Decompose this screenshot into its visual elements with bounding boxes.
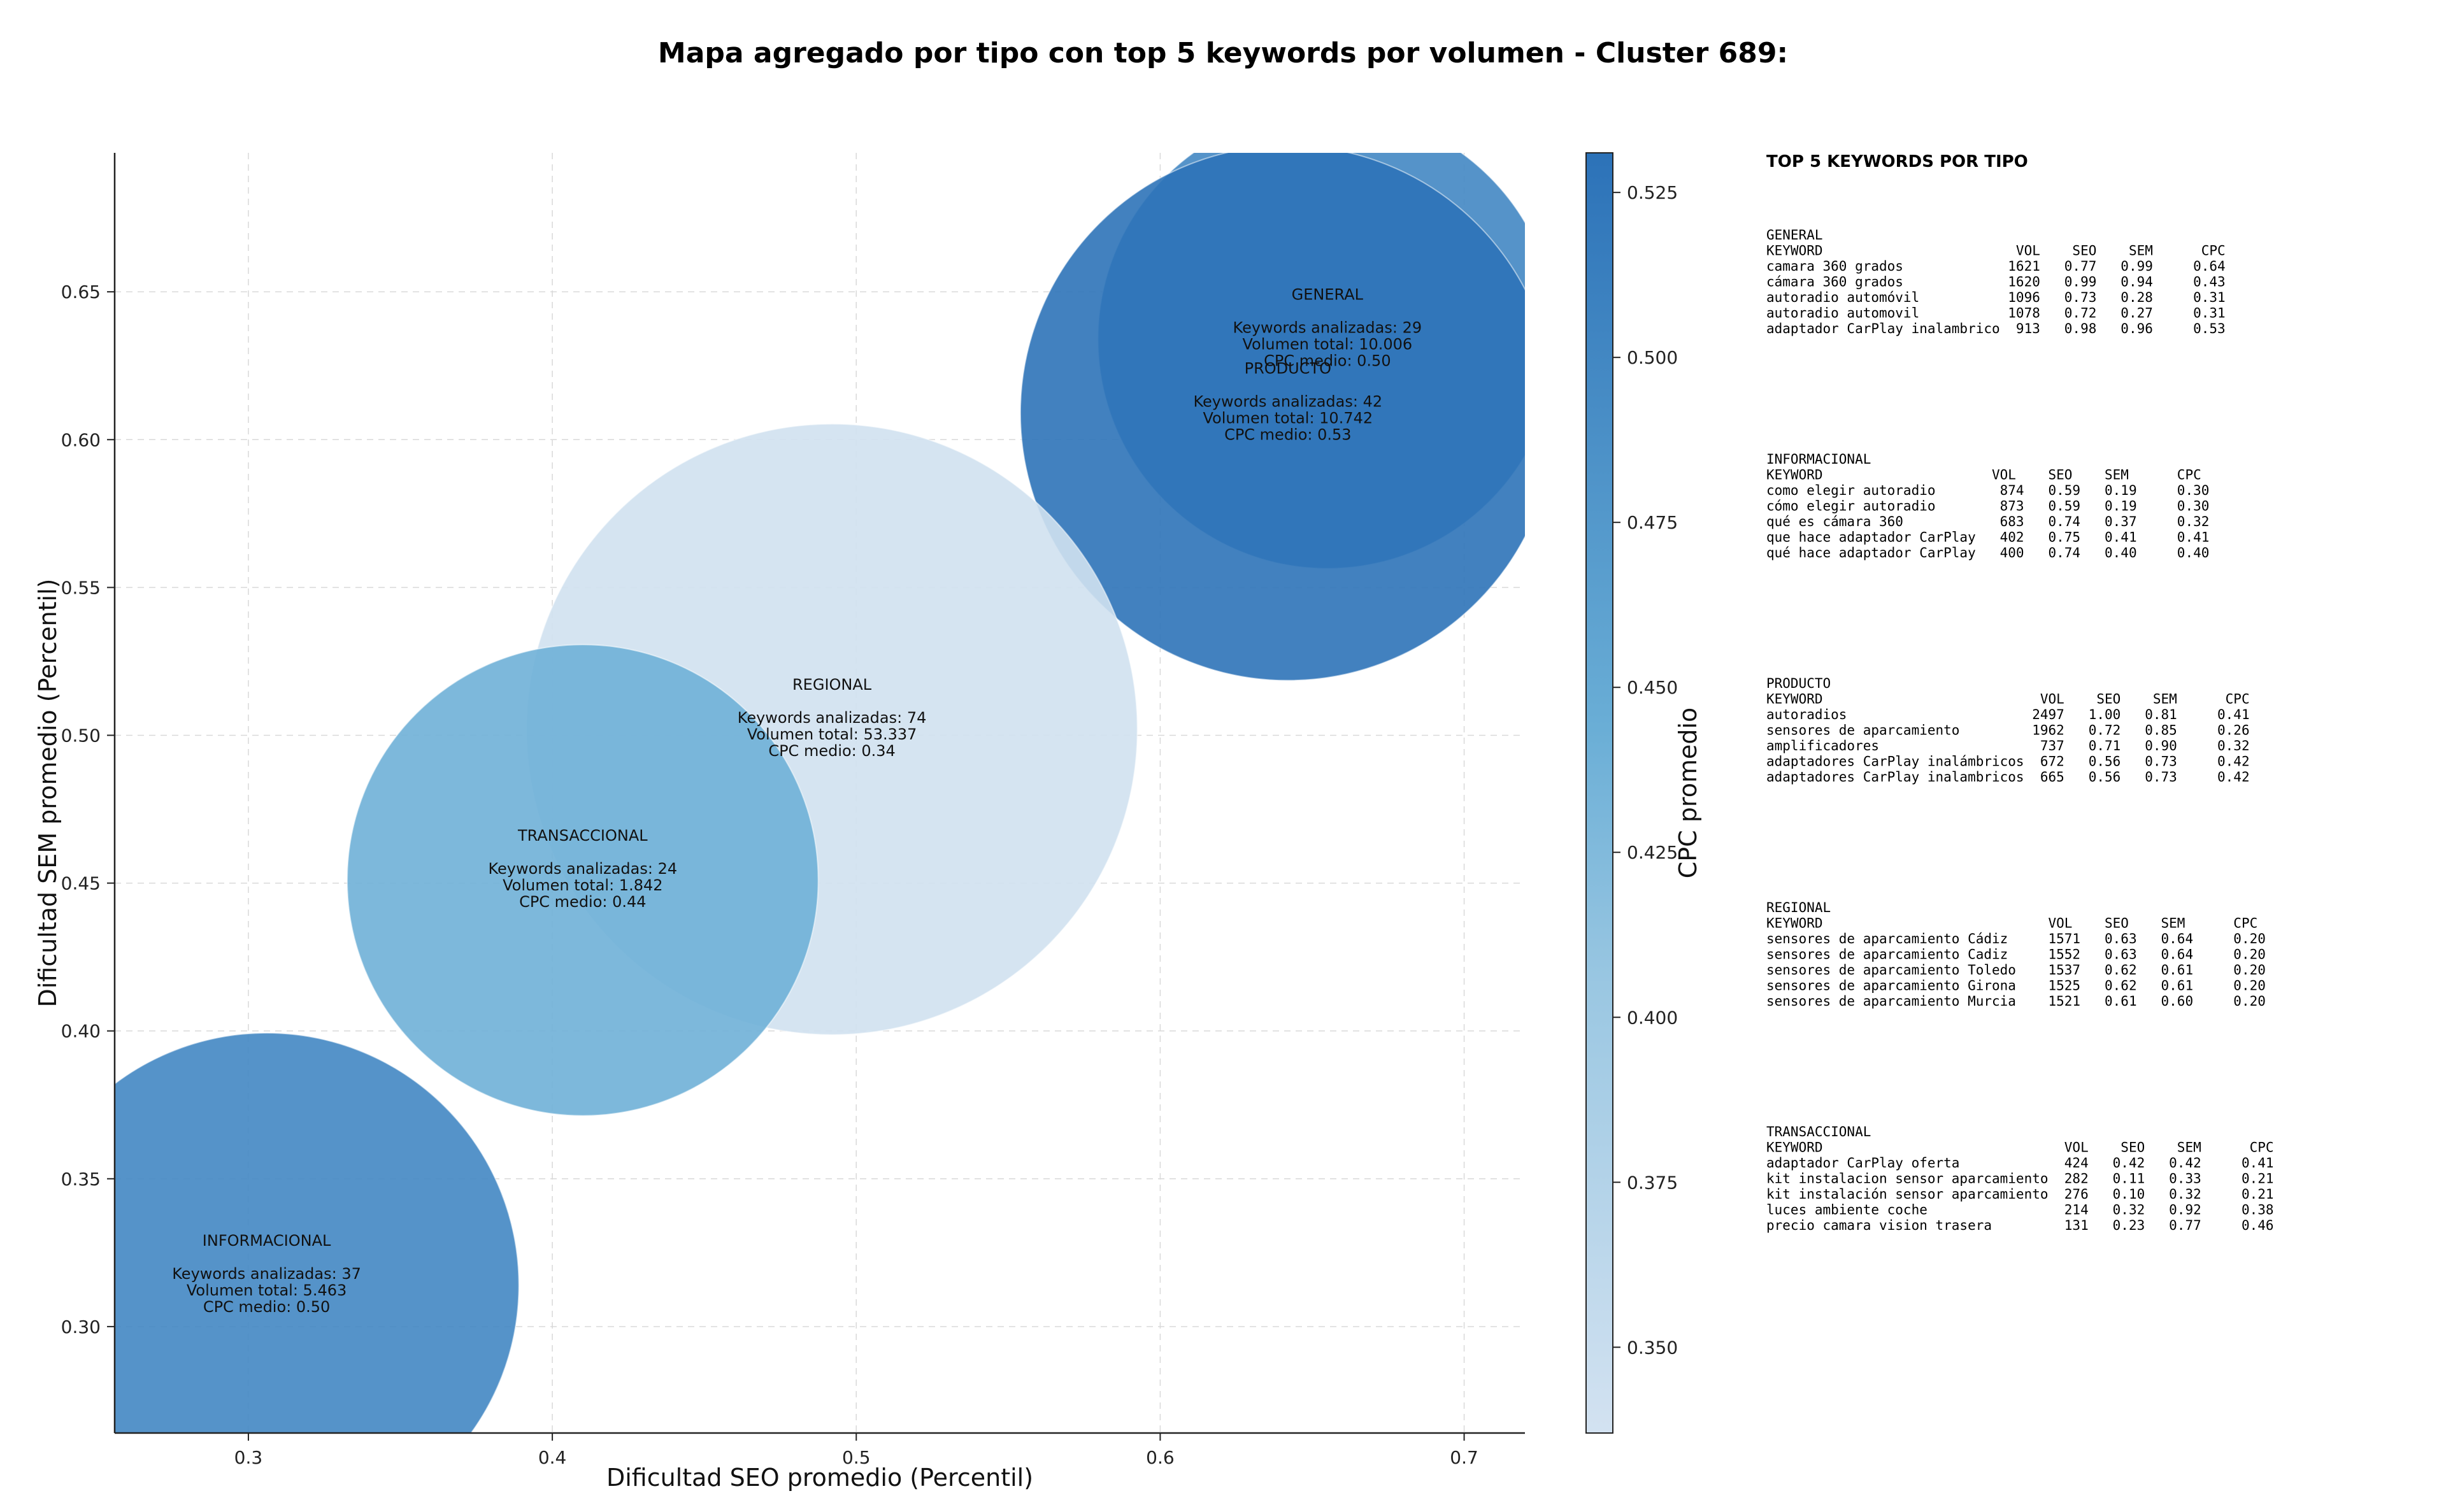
y-tick-label: 0.45 [61, 873, 101, 894]
panel-heading: TOP 5 KEYWORDS POR TIPO [1766, 152, 2028, 171]
panel-table-row: sensores de aparcamiento Murcia 1521 0.6… [1766, 994, 2266, 1009]
panel-group-name: PRODUCTO [1766, 676, 1831, 691]
colorbar-tick-label: 0.475 [1627, 512, 1678, 533]
panel-table-row: cómo elegir autoradio 873 0.59 0.19 0.30 [1766, 499, 2209, 514]
colorbar-tick-label: 0.350 [1627, 1337, 1678, 1358]
panel-table-row: que hace adaptador CarPlay 402 0.75 0.41… [1766, 530, 2209, 545]
panel-table-row: cámara 360 grados 1620 0.99 0.94 0.43 [1766, 275, 2226, 290]
bubble-label-keywords_label: Keywords analizadas: 24 [489, 860, 678, 878]
panel-table-row: autoradio automovil 1078 0.72 0.27 0.31 [1766, 306, 2226, 321]
x-ticks: 0.3 0.4 0.5 0.6 0.7 [234, 1433, 1478, 1468]
panel-table-row: adaptadores CarPlay inalámbricos 672 0.5… [1766, 754, 2250, 769]
bubbles [115, 153, 1525, 1433]
bubble-informacional [115, 1032, 520, 1433]
bubble-label-type: INFORMACIONAL [203, 1232, 331, 1250]
bubble-label-keywords_label: Keywords analizadas: 42 [1194, 392, 1383, 410]
panel-table-row: adaptador CarPlay oferta 424 0.42 0.42 0… [1766, 1155, 2274, 1171]
colorbar-tick-label: 0.500 [1627, 347, 1678, 368]
bubble-label-type: PRODUCTO [1245, 359, 1331, 377]
panel-table-header: KEYWORD VOL SEO SEM CPC [1766, 916, 2257, 931]
panel-group-name: REGIONAL [1766, 900, 1831, 915]
panel-table-row: como elegir autoradio 874 0.59 0.19 0.30 [1766, 483, 2209, 498]
bubble-label-type: GENERAL [1292, 285, 1364, 303]
panel-table-row: autoradios 2497 1.00 0.81 0.41 [1766, 707, 2250, 722]
y-tick-label: 0.30 [61, 1316, 101, 1337]
panel-table-row: sensores de aparcamiento Cádiz 1571 0.63… [1766, 931, 2266, 946]
panel-group-name: GENERAL [1766, 227, 1823, 243]
panel-table-row: amplificadores 737 0.71 0.90 0.32 [1766, 738, 2250, 753]
x-tick-label: 0.3 [234, 1447, 263, 1468]
bubble-label-volume_label: Volumen total: 10.742 [1203, 409, 1373, 427]
y-axis-label: Dificultad SEM promedio (Percentil) [34, 579, 62, 1008]
colorbar-tick-label: 0.450 [1627, 677, 1678, 698]
bubble-label-cpc_label: CPC medio: 0.44 [519, 893, 647, 911]
colorbar: 0.350 0.375 0.400 0.425 0.450 0.475 0.500 0.525… [1585, 152, 1702, 1434]
panel-table-header: KEYWORD VOL SEO SEM CPC [1766, 467, 2201, 483]
panel-table-row: precio camara vision trasera 131 0.23 0.… [1766, 1218, 2274, 1233]
bubble-label-cpc_label: CPC medio: 0.50 [1264, 352, 1391, 369]
panel-table-row: qué hace adaptador CarPlay 400 0.74 0.40… [1766, 545, 2209, 560]
y-tick-label: 0.50 [61, 725, 101, 746]
panel-table-row: kit instalacion sensor aparcamiento 282 … [1766, 1171, 2274, 1187]
panel-table-row: camara 360 grados 1621 0.77 0.99 0.64 [1766, 259, 2226, 274]
bubble-label-type: REGIONAL [792, 676, 872, 694]
colorbar-tick-label: 0.375 [1627, 1172, 1678, 1193]
bubble-label-keywords_label: Keywords analizadas: 29 [1233, 318, 1422, 336]
panel-table-row: sensores de aparcamiento Cadiz 1552 0.63… [1766, 947, 2266, 962]
panel-table-row: adaptadores CarPlay inalambricos 665 0.5… [1766, 769, 2250, 785]
colorbar-tick-label: 0.400 [1627, 1007, 1678, 1028]
y-tick-label: 0.60 [61, 429, 101, 450]
bubble-producto [1020, 153, 1525, 681]
panel-table-header: KEYWORD VOL SEO SEM CPC [1766, 1140, 2274, 1155]
colorbar-ticks: 0.350 0.375 0.400 0.425 0.450 0.475 0.500 0.525 [1613, 182, 1678, 1358]
x-tick-label: 0.6 [1146, 1447, 1175, 1468]
bubble-label-cpc_label: CPC medio: 0.34 [768, 742, 896, 760]
y-tick-label: 0.55 [61, 577, 101, 598]
x-tick-label: 0.4 [538, 1447, 567, 1468]
bubble-label-cpc_label: CPC medio: 0.50 [203, 1298, 331, 1316]
bubble-label-volume_label: Volumen total: 10.006 [1243, 335, 1413, 353]
y-tick-label: 0.65 [61, 282, 101, 303]
panel-table-row: qué es cámara 360 683 0.74 0.37 0.32 [1766, 514, 2209, 529]
panel-table-header: KEYWORD VOL SEO SEM CPC [1766, 692, 2250, 707]
bubble-label-keywords_label: Keywords analizadas: 74 [738, 709, 927, 727]
y-ticks: 0.30 0.35 0.40 0.45 0.50 0.55 0.60 0.65 [61, 282, 115, 1337]
panel-table-row: luces ambiente coche 214 0.32 0.92 0.38 [1766, 1202, 2274, 1218]
bubble-label-volume_label: Volumen total: 1.842 [503, 876, 662, 894]
y-tick-label: 0.35 [61, 1169, 101, 1190]
x-tick-label: 0.7 [1450, 1447, 1478, 1468]
panel-table-row: kit instalación sensor aparcamiento 276 … [1766, 1187, 2274, 1202]
bubble-transaccional [347, 644, 819, 1116]
bubble-label-keywords_label: Keywords analizadas: 37 [172, 1265, 361, 1283]
bubble-label-volume_label: Volumen total: 53.337 [747, 725, 917, 743]
panel-group-name: TRANSACCIONAL [1766, 1124, 1871, 1139]
panel-table-row: sensores de aparcamiento 1962 0.72 0.85 … [1766, 723, 2250, 738]
panel-table-row: sensores de aparcamiento Toledo 1537 0.6… [1766, 962, 2266, 978]
panel-table-row: autoradio automóvil 1096 0.73 0.28 0.31 [1766, 290, 2226, 305]
bubble-label-volume_label: Volumen total: 5.463 [187, 1281, 347, 1299]
chart-title: Mapa agregado por tipo con top 5 keyword… [658, 37, 1788, 69]
colorbar-tick-label: 0.525 [1627, 182, 1678, 203]
panel-group-name: INFORMACIONAL [1766, 452, 1871, 467]
bubble-label-cpc_label: CPC medio: 0.53 [1224, 425, 1352, 443]
x-axis-label: Dificultad SEO promedio (Percentil) [606, 1464, 1033, 1492]
colorbar-label: CPC promedio [1674, 708, 1702, 879]
axes [113, 153, 1525, 1434]
bubble-label-type: TRANSACCIONAL [517, 827, 648, 845]
x-tick-label: 0.5 [842, 1447, 871, 1468]
panel-table-row: sensores de aparcamiento Girona 1525 0.6… [1766, 978, 2266, 994]
panel-table-header: KEYWORD VOL SEO SEM CPC [1766, 243, 2226, 259]
colorbar-tick-label: 0.425 [1627, 842, 1678, 863]
y-tick-label: 0.40 [61, 1021, 101, 1042]
colorbar-gradient [1585, 152, 1613, 1434]
panel-table-row: adaptador CarPlay inalambrico 913 0.98 0… [1766, 321, 2226, 336]
